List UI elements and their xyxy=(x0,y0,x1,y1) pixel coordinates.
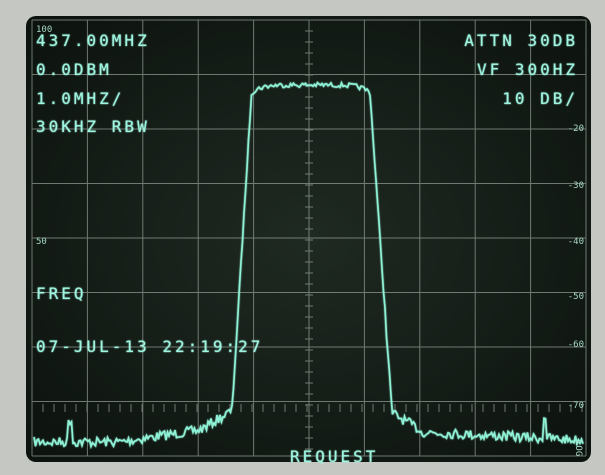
graticule xyxy=(31,19,587,457)
right-scale-label: -40 xyxy=(568,237,584,247)
right-scale-label: -60 xyxy=(568,340,584,350)
attn: ATTN 30DB xyxy=(464,31,578,50)
vf: VF 300HZ xyxy=(477,60,578,79)
timestamp: 07-JUL-13 22:19:27 xyxy=(36,337,263,356)
status: REQUEST xyxy=(290,447,378,466)
scale: 10 DB/ xyxy=(502,89,578,108)
left-scale-label: 50 xyxy=(36,237,47,247)
right-scale-label: -20 xyxy=(568,124,584,134)
mode: FREQ xyxy=(36,284,87,303)
trace xyxy=(33,80,584,450)
right-scale-label: -30 xyxy=(568,181,584,191)
right-scale-label: -50 xyxy=(568,292,584,302)
span: 1.0MHZ/ xyxy=(36,89,124,108)
right-scale-label: -70 xyxy=(568,401,584,411)
corner-label: LOG xyxy=(573,440,583,456)
left-scale-label: 100 xyxy=(36,25,52,35)
ref-level: 0.0DBM xyxy=(36,60,112,79)
rbw: 30KHZ RBW xyxy=(36,117,150,136)
center-freq: 437.00MHZ xyxy=(36,31,150,50)
